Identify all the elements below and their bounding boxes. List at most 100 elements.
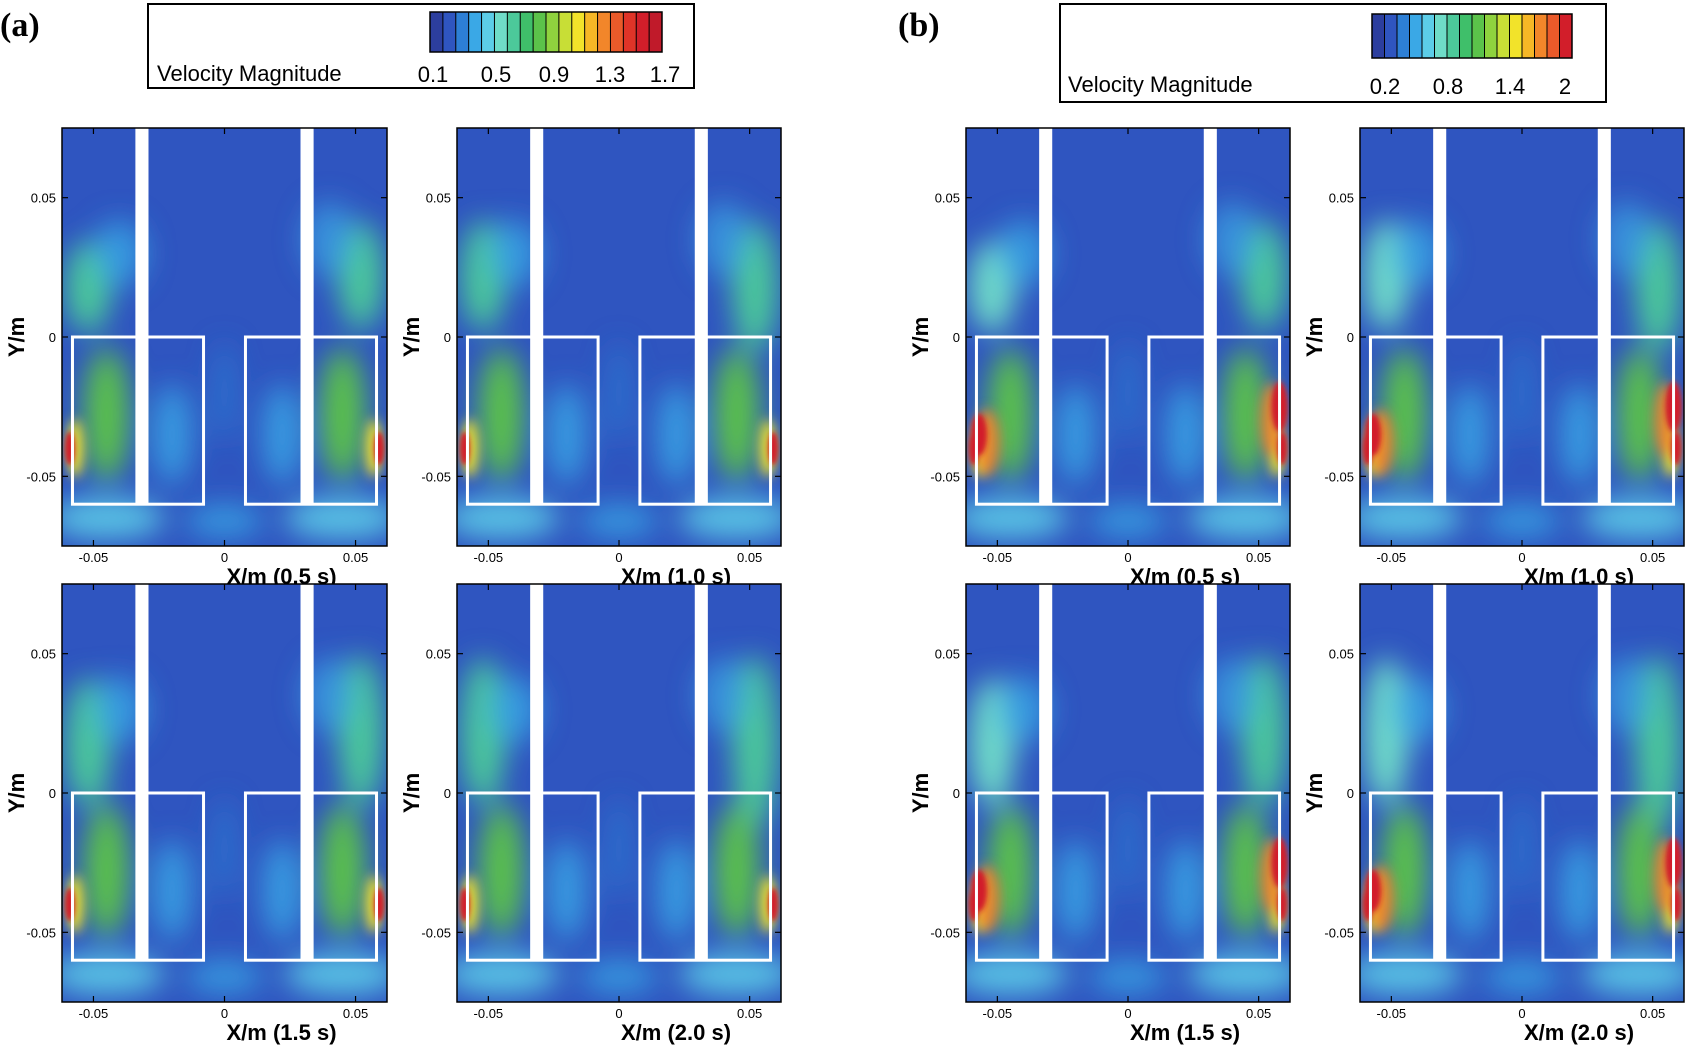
left-shaft bbox=[1039, 128, 1053, 505]
x-axis-label: X/m (2.0 s) bbox=[1524, 1020, 1634, 1045]
colorbar-swatch bbox=[1384, 14, 1398, 58]
velocity-field bbox=[1360, 128, 1684, 546]
y-axis-label: Y/m bbox=[4, 317, 29, 357]
colorbar-swatch bbox=[1372, 14, 1385, 58]
right-shaft bbox=[694, 584, 708, 961]
x-axis-label: X/m (1.5 s) bbox=[1130, 1020, 1240, 1045]
right-shaft bbox=[694, 128, 708, 505]
y-tick-label: -0.05 bbox=[421, 469, 451, 484]
colorbar-swatch bbox=[520, 12, 534, 52]
subplot-b-4: -0.05 0 0.05 0.05 0 -0.05 Y/m X/m (2.0 s) bbox=[1302, 583, 1685, 1045]
y-tick-label: -0.05 bbox=[930, 469, 960, 484]
colorbar-swatch bbox=[584, 12, 599, 52]
colorbar-swatch bbox=[1434, 14, 1448, 58]
y-tick-label: 0.05 bbox=[31, 647, 56, 662]
right-shaft bbox=[300, 128, 314, 505]
colorbar-swatch bbox=[1497, 14, 1510, 58]
panel-b-label: (b) bbox=[898, 7, 940, 44]
x-tick-label: -0.05 bbox=[983, 550, 1013, 565]
x-tick-label: -0.05 bbox=[474, 1006, 504, 1021]
right-shaft bbox=[1203, 584, 1217, 961]
x-tick-label: 0 bbox=[615, 1006, 622, 1021]
y-axis-label: Y/m bbox=[908, 317, 933, 357]
y-tick-label: 0 bbox=[49, 330, 56, 345]
colorbar-swatch bbox=[1509, 14, 1523, 58]
x-tick-label: 0.05 bbox=[737, 1006, 762, 1021]
y-axis-label: Y/m bbox=[1302, 773, 1327, 813]
subplot-a-2: -0.05 0 0.050.050-0.05Y/mX/m (1.0 s) bbox=[399, 127, 782, 589]
y-tick-label: 0 bbox=[444, 786, 451, 801]
y-axis-label: Y/m bbox=[4, 773, 29, 813]
colorbar-swatch bbox=[1409, 14, 1423, 58]
legend-b: Velocity Magnitude 0.2 0.8 1.4 2 bbox=[1059, 3, 1607, 103]
rotor-geometry bbox=[70, 128, 379, 506]
left-shaft bbox=[135, 128, 149, 505]
rotor-geometry bbox=[70, 584, 379, 962]
y-tick-label: 0 bbox=[1347, 786, 1354, 801]
colorbar-a-ticks: 0.1 0.5 0.9 1.3 1.7 bbox=[418, 62, 681, 87]
legend-a: Velocity Magnitude 0.1 0.5 0.9 1.3 1.7 bbox=[147, 3, 695, 89]
y-tick-label: 0 bbox=[49, 786, 56, 801]
velocity-field bbox=[966, 128, 1290, 546]
colorbar-tick-label: 1.3 bbox=[595, 62, 626, 87]
y-axis-label: Y/m bbox=[1302, 317, 1327, 357]
left-shaft bbox=[530, 128, 544, 505]
subplot-b-2: -0.05 0 0.050.050-0.05Y/mX/m (1.0 s) bbox=[1302, 127, 1685, 589]
colorbar-swatch bbox=[468, 12, 483, 52]
colorbar-tick-label: 1.7 bbox=[650, 62, 681, 87]
velocity-field bbox=[966, 584, 1290, 1002]
rotor-geometry bbox=[974, 584, 1282, 962]
y-tick-label: 0.05 bbox=[935, 647, 960, 662]
x-tick-label: 0 bbox=[221, 550, 228, 565]
colorbar-swatch bbox=[597, 12, 611, 52]
x-tick-label: -0.05 bbox=[79, 550, 109, 565]
y-tick-label: 0.05 bbox=[1329, 191, 1354, 206]
velocity-field bbox=[1360, 584, 1684, 1002]
colorbar-tick-label: 0.1 bbox=[418, 62, 449, 87]
x-axis-label: X/m (2.0 s) bbox=[621, 1020, 731, 1045]
colorbar-b-ticks: 0.2 0.8 1.4 2 bbox=[1370, 74, 1571, 99]
x-axis-label: X/m (1.5 s) bbox=[227, 1020, 337, 1045]
colorbar-tick-label: 0.9 bbox=[539, 62, 570, 87]
y-tick-label: 0 bbox=[1347, 330, 1354, 345]
x-tick-label: 0.05 bbox=[737, 550, 762, 565]
y-tick-label: 0.05 bbox=[935, 191, 960, 206]
subplot-b-1: -0.05 0 0.050.050-0.05Y/mX/m (0.5 s) bbox=[908, 127, 1291, 589]
left-shaft bbox=[1433, 584, 1447, 961]
subplot-a-3: -0.05 0 0.05 0.05 0 -0.05 Y/m X/m (1.5 s) bbox=[4, 583, 388, 1045]
subplot-a-4: -0.05 0 0.05 0.05 0 -0.05 Y/m X/m (2.0 s) bbox=[399, 583, 782, 1045]
y-tick-label: -0.05 bbox=[1324, 925, 1354, 940]
y-axis-label: Y/m bbox=[399, 317, 424, 357]
left-shaft bbox=[530, 584, 544, 961]
colorbar-swatch bbox=[533, 12, 547, 52]
x-tick-label: 0 bbox=[1518, 550, 1525, 565]
x-tick-label: -0.05 bbox=[983, 1006, 1013, 1021]
y-axis-label: Y/m bbox=[399, 773, 424, 813]
colorbar-swatch bbox=[1547, 14, 1560, 58]
colorbar-swatch bbox=[1397, 14, 1410, 58]
y-tick-label: -0.05 bbox=[26, 925, 56, 940]
y-tick-label: 0 bbox=[953, 330, 960, 345]
x-tick-label: 0 bbox=[221, 1006, 228, 1021]
x-tick-label: -0.05 bbox=[1377, 550, 1407, 565]
x-tick-label: 0 bbox=[1124, 550, 1131, 565]
velocity-field bbox=[457, 584, 781, 1002]
legend-a-title: Velocity Magnitude bbox=[157, 61, 342, 86]
colorbar-swatch bbox=[455, 12, 470, 52]
y-tick-label: -0.05 bbox=[26, 469, 56, 484]
colorbar-swatch bbox=[636, 12, 650, 52]
colorbar-swatch bbox=[1522, 14, 1535, 58]
colorbar-swatch bbox=[546, 12, 560, 52]
rotor-geometry bbox=[465, 584, 773, 962]
colorbar-swatch bbox=[430, 12, 444, 52]
colorbar-swatch bbox=[571, 12, 586, 52]
colorbar-swatch bbox=[1534, 14, 1548, 58]
subplot-grid: -0.05 0 0.050.050-0.05Y/mX/m (0.5 s)-0.05 0… bbox=[4, 127, 1685, 1045]
panel-a-label: (a) bbox=[0, 7, 40, 44]
y-tick-label: 0.05 bbox=[426, 191, 451, 206]
y-tick-label: 0.05 bbox=[31, 191, 56, 206]
y-axis-label: Y/m bbox=[908, 773, 933, 813]
y-tick-label: -0.05 bbox=[930, 925, 960, 940]
left-shaft bbox=[1039, 584, 1053, 961]
